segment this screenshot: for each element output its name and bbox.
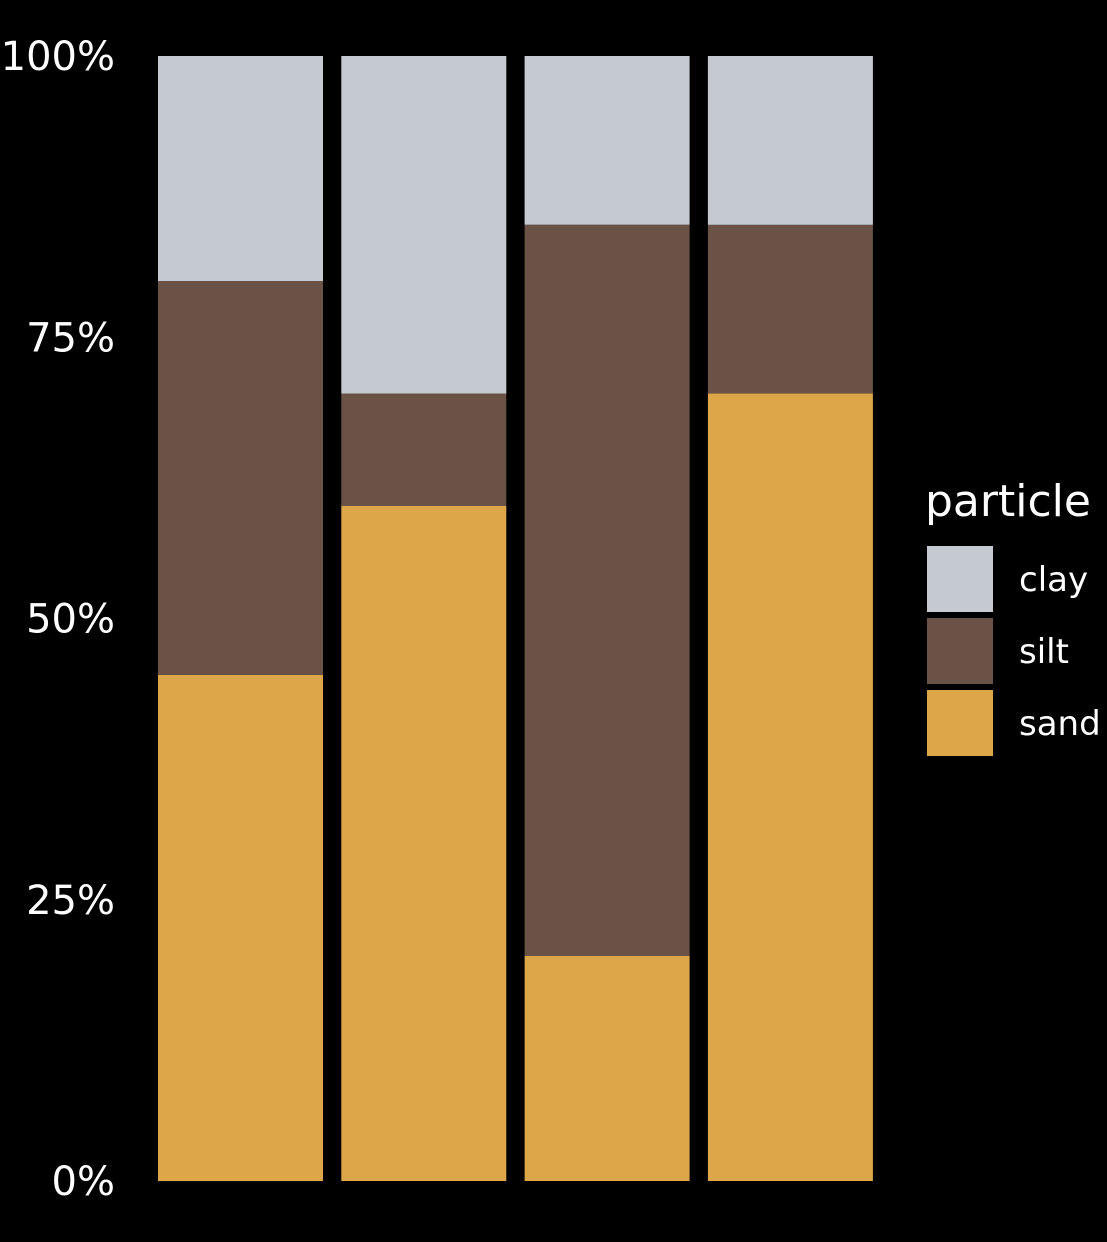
y-tick-label: 0% [52,1159,115,1205]
bar-segment-silt-1 [158,281,323,675]
bar-segment-clay-1 [158,56,323,281]
legend-label-silt: silt [1019,632,1069,672]
bar-segment-clay-2 [341,56,507,394]
bars-layer [158,56,873,1182]
legend-label-clay: clay [1019,560,1088,600]
bar-segment-clay-3 [524,56,690,225]
y-tick-label: 100% [1,34,115,80]
legend-key-clay [927,546,993,612]
legend-key-sand [927,690,993,756]
bar-segment-clay-4 [707,56,873,225]
bar-segment-sand-2 [341,506,507,1181]
bar-segment-sand-3 [524,956,690,1181]
y-tick-label: 50% [26,597,115,643]
legend-label-sand: sand [1019,704,1101,744]
bar-segment-silt-3 [524,224,690,956]
y-tick-label: 25% [26,878,115,924]
bar-segment-silt-2 [341,393,507,506]
legend: particle clay silt sand [925,476,1101,756]
legend-key-silt [927,618,993,684]
y-tick-label: 75% [26,315,115,361]
y-axis-tick-labels: 0% 25% 50% 75% 100% [1,34,115,1205]
legend-title: particle [925,476,1091,527]
bar-segment-sand-4 [707,393,873,1181]
bar-segment-silt-4 [707,224,873,394]
bar-segment-sand-1 [158,674,323,1182]
